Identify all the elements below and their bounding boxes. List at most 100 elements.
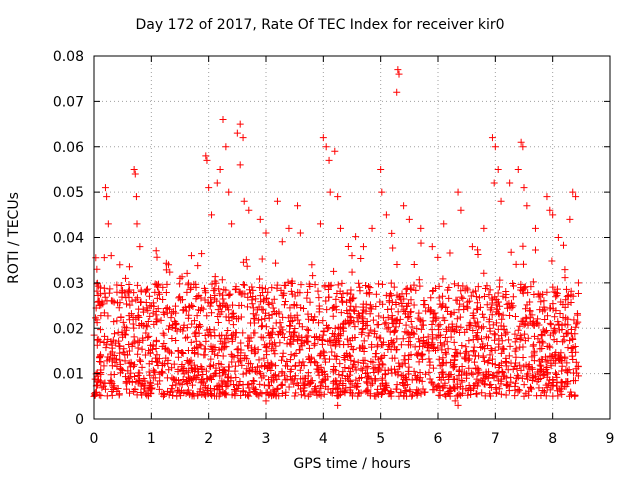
data-point (472, 287, 480, 295)
data-point (408, 391, 416, 399)
data-point (155, 385, 163, 393)
data-point (110, 382, 118, 390)
data-point (522, 313, 530, 321)
data-point (456, 313, 464, 321)
data-point (243, 355, 251, 363)
data-point (142, 288, 150, 296)
data-point (121, 357, 129, 365)
data-point (133, 281, 141, 289)
data-point (376, 298, 384, 306)
data-point (306, 298, 314, 306)
data-point (270, 390, 278, 398)
data-point (283, 357, 291, 365)
data-point (205, 184, 213, 192)
data-point (268, 340, 276, 348)
data-point (162, 354, 170, 362)
data-point (528, 376, 536, 384)
data-point (109, 297, 117, 305)
data-point (210, 326, 218, 334)
data-point (240, 197, 248, 205)
data-point (165, 305, 173, 313)
data-point (131, 170, 139, 178)
data-point (571, 377, 579, 385)
data-point (280, 333, 288, 341)
data-point (359, 325, 367, 333)
data-point (197, 363, 205, 371)
data-point (429, 287, 437, 295)
data-point (232, 374, 240, 382)
data-point (144, 307, 152, 315)
data-point (330, 333, 338, 341)
data-point (279, 349, 287, 357)
data-point (556, 309, 564, 317)
data-point (319, 317, 327, 325)
data-point (487, 304, 495, 312)
data-point (300, 381, 308, 389)
data-point (237, 339, 245, 347)
data-point (502, 391, 510, 399)
data-point (427, 294, 435, 302)
data-point (405, 363, 413, 371)
data-point (249, 304, 257, 312)
data-point (218, 308, 226, 316)
data-point (128, 297, 136, 305)
data-point (509, 293, 517, 301)
data-point (116, 369, 124, 377)
data-point (364, 363, 372, 371)
data-point (512, 379, 520, 387)
x-tick-label: 9 (606, 431, 615, 447)
data-point (367, 381, 375, 389)
data-point (455, 390, 463, 398)
data-point (311, 340, 319, 348)
data-point (488, 346, 496, 354)
data-point (473, 375, 481, 383)
data-point (370, 368, 378, 376)
data-point (359, 309, 367, 317)
data-point (224, 373, 232, 381)
data-point (149, 345, 157, 353)
data-point (271, 371, 279, 379)
data-point (272, 342, 280, 350)
data-point (317, 392, 325, 400)
data-point (470, 358, 478, 366)
data-point (139, 308, 147, 316)
data-point (224, 382, 232, 390)
data-point (263, 342, 271, 350)
data-point (445, 284, 453, 292)
data-point (564, 329, 572, 337)
data-point (194, 262, 202, 270)
data-point (111, 352, 119, 360)
data-point (146, 312, 154, 320)
x-tick-label: 1 (147, 431, 156, 447)
data-point (382, 370, 390, 378)
data-point (480, 292, 488, 300)
data-point (147, 302, 155, 310)
data-point (453, 315, 461, 323)
data-point (260, 354, 268, 362)
data-point (360, 347, 368, 355)
data-point (325, 156, 333, 164)
data-point (206, 302, 214, 310)
data-point (348, 268, 356, 276)
data-point (408, 323, 416, 331)
data-point (499, 311, 507, 319)
data-point (228, 391, 236, 399)
data-point (548, 257, 556, 265)
data-point (218, 276, 226, 284)
data-point (441, 391, 449, 399)
data-point (217, 360, 225, 368)
data-point (306, 380, 314, 388)
data-point (356, 287, 364, 295)
data-point (485, 291, 493, 299)
data-point (149, 374, 157, 382)
data-point (207, 355, 215, 363)
data-point (523, 202, 531, 210)
y-tick-label: 0.06 (53, 140, 84, 156)
data-point (207, 294, 215, 302)
data-point (329, 330, 337, 338)
data-point (474, 306, 482, 314)
data-point (202, 337, 210, 345)
data-point (124, 367, 132, 375)
data-point (172, 309, 180, 317)
data-point (132, 296, 140, 304)
